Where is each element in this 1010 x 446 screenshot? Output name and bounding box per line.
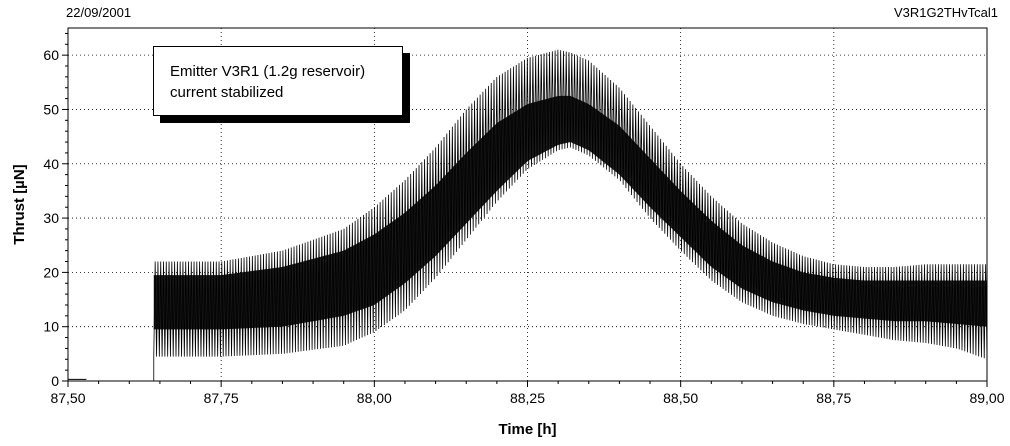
y-tick-label: 20	[43, 264, 59, 280]
tick-labels: 87,50 87,75 88,00 88,25 88,50 88,75 89,00 0 10 20…	[43, 47, 1004, 406]
y-tick-label: 40	[43, 156, 59, 172]
thrust-signal-line	[153, 49, 988, 381]
annotation-box: Emitter V3R1 (1.2g reservoir) current st…	[153, 46, 403, 116]
x-tick-label: 88,75	[816, 390, 851, 406]
file-id-label: V3R1G2THvTcal1	[893, 5, 998, 20]
x-tick-label: 87,50	[50, 390, 85, 406]
axis-ticks	[62, 32, 988, 387]
dense-oscillation-band	[153, 95, 988, 330]
x-tick-label: 88,50	[663, 390, 698, 406]
x-tick-label: 89,00	[969, 390, 1004, 406]
y-axis-label: Thrust [µN]	[11, 164, 28, 244]
y-tick-label: 10	[43, 319, 59, 335]
y-tick-label: 30	[43, 210, 59, 226]
x-axis-label: Time [h]	[498, 421, 556, 438]
annotation-line-2: current stabilized	[170, 84, 284, 101]
y-tick-label: 50	[43, 101, 59, 117]
annotation-line-1: Emitter V3R1 (1.2g reservoir)	[170, 63, 366, 80]
plot-area	[68, 49, 988, 381]
y-tick-label: 60	[43, 47, 59, 63]
x-tick-label: 88,25	[510, 390, 545, 406]
date-label: 22/09/2001	[66, 5, 132, 20]
x-tick-label: 88,00	[357, 390, 392, 406]
y-tick-label: 0	[51, 373, 59, 389]
x-tick-label: 87,75	[204, 390, 239, 406]
